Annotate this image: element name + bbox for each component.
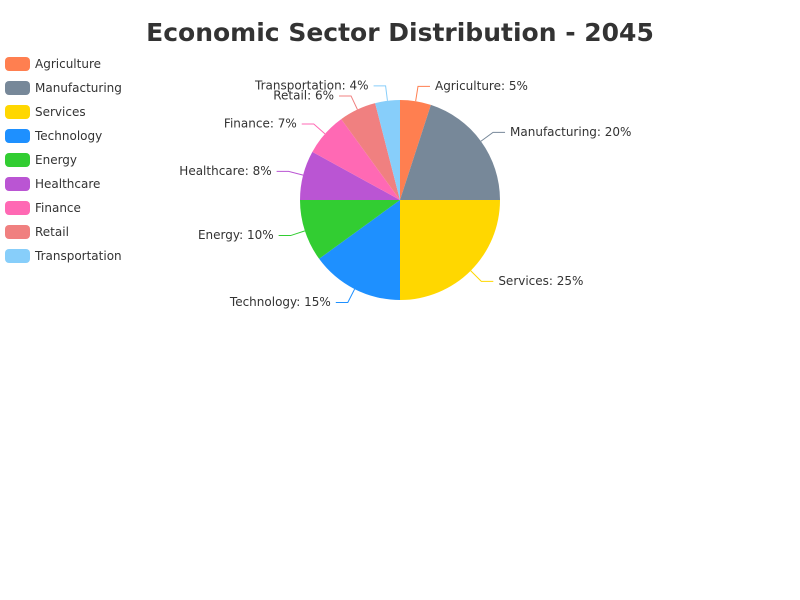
pie-leader-line-healthcare bbox=[276, 170, 304, 176]
legend-item-energy[interactable]: Energy bbox=[5, 148, 122, 172]
pie-label-transportation: Transportation: 4% bbox=[254, 78, 369, 92]
pie-leader-line-retail bbox=[339, 95, 358, 110]
chart-title: Economic Sector Distribution - 2045 bbox=[146, 18, 654, 47]
pie-slice-transportation[interactable] bbox=[375, 99, 400, 200]
legend-swatch-energy bbox=[5, 153, 30, 167]
legend-label-technology: Technology bbox=[35, 129, 103, 143]
pie-label-services: Services: 25% bbox=[498, 274, 583, 288]
legend-swatch-agriculture bbox=[5, 57, 30, 71]
pie-leader-line-finance bbox=[301, 123, 326, 135]
pie-label-technology: Technology: 15% bbox=[229, 295, 331, 309]
pie-slice-technology[interactable] bbox=[319, 200, 400, 300]
pie-label-healthcare: Healthcare: 8% bbox=[179, 164, 271, 178]
legend-label-finance: Finance bbox=[35, 201, 81, 215]
legend-item-agriculture[interactable]: Agriculture bbox=[5, 52, 122, 76]
legend-item-manufacturing[interactable]: Manufacturing bbox=[5, 76, 122, 100]
legend-label-agriculture: Agriculture bbox=[35, 57, 101, 71]
pie-slice-retail[interactable] bbox=[341, 103, 400, 200]
legend-label-retail: Retail bbox=[35, 225, 69, 239]
legend-item-finance[interactable]: Finance bbox=[5, 196, 122, 220]
pie-slice-services[interactable] bbox=[400, 200, 500, 300]
pie-label-retail: Retail: 6% bbox=[273, 88, 334, 102]
legend-swatch-healthcare bbox=[5, 177, 30, 191]
pie-leader-line-agriculture bbox=[415, 85, 430, 102]
legend-label-services: Services bbox=[35, 105, 86, 119]
legend-item-healthcare[interactable]: Healthcare bbox=[5, 172, 122, 196]
pie-leader-line-technology bbox=[335, 288, 356, 303]
pie-slices bbox=[300, 99, 500, 300]
pie-slice-energy[interactable] bbox=[300, 200, 400, 259]
legend-item-transportation[interactable]: Transportation bbox=[5, 244, 122, 268]
pie-label-finance: Finance: 7% bbox=[224, 116, 297, 130]
pie-slice-agriculture[interactable] bbox=[400, 100, 431, 200]
legend-label-transportation: Transportation bbox=[35, 249, 122, 263]
legend-swatch-services bbox=[5, 105, 30, 119]
pie-leader-line-energy bbox=[278, 230, 306, 237]
legend-label-healthcare: Healthcare bbox=[35, 177, 101, 191]
legend: Agriculture Manufacturing Services Techn… bbox=[5, 52, 122, 268]
pie-label-agriculture: Agriculture: 5% bbox=[435, 79, 528, 93]
legend-swatch-finance bbox=[5, 201, 30, 215]
legend-label-energy: Energy bbox=[35, 153, 78, 167]
pie-leader-line-services bbox=[470, 270, 494, 282]
pie-slice-manufacturing[interactable] bbox=[400, 104, 500, 200]
pie-label-manufacturing: Manufacturing: 20% bbox=[510, 125, 631, 139]
legend-swatch-retail bbox=[5, 225, 30, 239]
pie-label-energy: Energy: 10% bbox=[198, 228, 274, 242]
pie-labels: Agriculture: 5% Manufacturing: 20% Service… bbox=[179, 78, 631, 309]
legend-item-services[interactable]: Services bbox=[5, 100, 122, 124]
pie-leader-line-manufacturing bbox=[480, 131, 506, 142]
legend-item-technology[interactable]: Technology bbox=[5, 124, 122, 148]
legend-swatch-technology bbox=[5, 129, 30, 143]
legend-label-manufacturing: Manufacturing bbox=[35, 81, 122, 95]
legend-item-retail[interactable]: Retail bbox=[5, 220, 122, 244]
pie-leader-line-transportation bbox=[373, 85, 388, 101]
legend-swatch-transportation bbox=[5, 249, 30, 263]
legend-swatch-manufacturing bbox=[5, 81, 30, 95]
pie-slice-finance[interactable] bbox=[312, 119, 400, 200]
pie-slice-healthcare[interactable] bbox=[300, 151, 400, 200]
